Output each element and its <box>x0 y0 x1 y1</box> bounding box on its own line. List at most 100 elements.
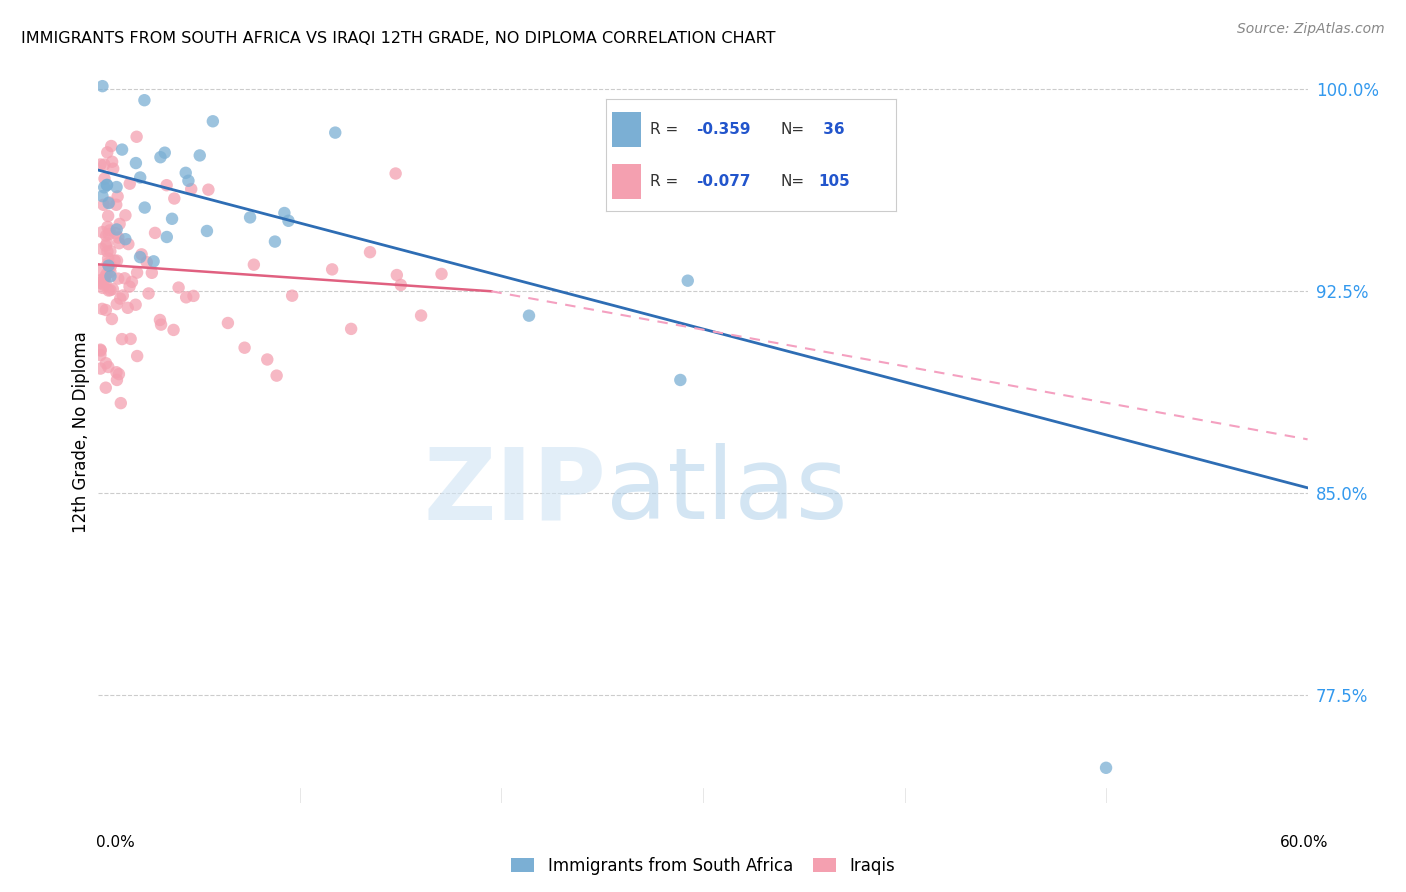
Point <box>108 236 131 251</box>
Point <box>118 177 141 191</box>
Point <box>340 322 363 336</box>
Point <box>120 332 142 346</box>
Point <box>98 244 121 259</box>
Point <box>124 298 146 312</box>
Point <box>97 257 120 271</box>
Text: atlas: atlas <box>606 443 848 541</box>
Point <box>177 174 200 188</box>
Point <box>111 143 134 157</box>
Point <box>143 226 166 240</box>
Point <box>174 290 197 304</box>
Point <box>108 292 131 306</box>
Point <box>104 253 127 268</box>
Text: IMMIGRANTS FROM SOUTH AFRICA VS IRAQI 12TH GRADE, NO DIPLOMA CORRELATION CHART: IMMIGRANTS FROM SOUTH AFRICA VS IRAQI 12… <box>21 31 776 46</box>
Point <box>188 148 211 162</box>
Point <box>121 275 143 289</box>
Point <box>323 126 346 140</box>
Point <box>93 272 115 286</box>
Point <box>183 289 205 303</box>
Point <box>114 232 136 246</box>
Point <box>96 244 118 259</box>
Point <box>127 349 149 363</box>
Point <box>96 145 118 160</box>
Point <box>94 381 117 395</box>
Point <box>201 114 224 128</box>
Point <box>384 167 406 181</box>
Point <box>153 145 176 160</box>
Point <box>98 223 121 237</box>
Point <box>94 228 117 243</box>
Point <box>98 259 121 273</box>
Point <box>104 226 127 240</box>
Point <box>100 269 122 284</box>
Point <box>96 235 118 250</box>
Point <box>114 271 136 285</box>
Point <box>97 227 120 242</box>
Point <box>138 286 160 301</box>
Text: ZIP: ZIP <box>423 443 606 541</box>
Point <box>135 255 157 269</box>
Point <box>117 301 139 315</box>
Point <box>114 208 136 222</box>
Point <box>321 262 343 277</box>
Point <box>97 196 120 211</box>
Point <box>149 313 172 327</box>
Point <box>180 182 202 196</box>
Point <box>89 343 111 357</box>
Point <box>156 178 179 193</box>
Point <box>97 259 120 273</box>
Point <box>89 263 111 277</box>
Point <box>129 250 152 264</box>
Point <box>256 352 278 367</box>
Text: Source: ZipAtlas.com: Source: ZipAtlas.com <box>1237 22 1385 37</box>
Point <box>97 359 120 374</box>
Point <box>107 189 129 203</box>
Point <box>1095 761 1118 775</box>
Point <box>676 274 699 288</box>
Point <box>105 180 128 194</box>
Point <box>167 280 190 294</box>
Point <box>118 279 141 293</box>
Point <box>108 217 131 231</box>
Point <box>96 178 118 192</box>
Point <box>101 282 124 296</box>
Point <box>105 253 128 268</box>
Point <box>239 211 262 225</box>
Point <box>131 247 153 261</box>
Point <box>134 201 156 215</box>
Point <box>97 252 120 266</box>
Point <box>90 242 112 256</box>
Text: 60.0%: 60.0% <box>1281 836 1329 850</box>
Point <box>105 297 128 311</box>
Point <box>94 239 117 253</box>
Point <box>97 209 120 223</box>
Point <box>669 373 692 387</box>
Point <box>96 219 118 234</box>
Point <box>125 156 148 170</box>
Point <box>517 309 540 323</box>
Point <box>89 348 111 362</box>
Point <box>160 211 183 226</box>
Point <box>108 367 131 381</box>
Point <box>96 267 118 281</box>
Point <box>409 309 432 323</box>
Point <box>111 332 134 346</box>
Point <box>117 237 139 252</box>
Point <box>105 373 128 387</box>
Point <box>134 93 156 107</box>
Point <box>94 275 117 289</box>
Point <box>100 139 122 153</box>
Point <box>89 361 111 376</box>
Point <box>233 341 256 355</box>
Point <box>125 129 148 144</box>
Point <box>129 170 152 185</box>
Point <box>273 206 295 220</box>
Point <box>100 259 122 273</box>
Point <box>163 192 186 206</box>
Point <box>103 161 125 176</box>
Point <box>101 154 124 169</box>
Point <box>93 157 115 171</box>
Point <box>97 284 120 298</box>
Point <box>91 189 114 203</box>
Point <box>105 365 128 379</box>
